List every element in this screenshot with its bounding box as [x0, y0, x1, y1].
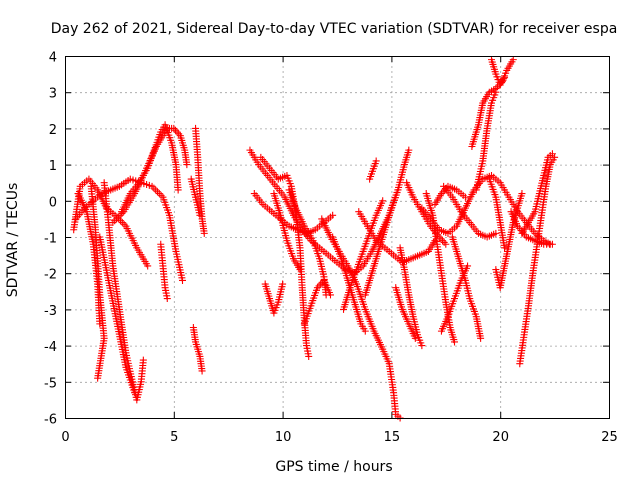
data-point: [179, 276, 187, 284]
data-point: [451, 338, 459, 346]
data-point: [405, 146, 413, 154]
data-point: [118, 219, 126, 227]
series-track-t17: [261, 280, 287, 317]
y-tick-label: 0: [49, 195, 57, 210]
series-track-t8: [118, 121, 182, 216]
data-point: [379, 197, 387, 205]
data-point: [196, 211, 204, 219]
data-point: [439, 237, 447, 245]
series-track-t20: [318, 215, 404, 422]
series-track-t23: [361, 186, 402, 299]
data-point: [94, 374, 102, 382]
data-point: [548, 240, 556, 248]
data-point: [198, 367, 206, 375]
y-tick-label: -4: [44, 340, 57, 355]
data-point: [394, 186, 402, 194]
data-point: [279, 280, 287, 288]
data-point: [440, 238, 448, 246]
data-point: [326, 291, 334, 299]
data-point: [501, 244, 509, 252]
data-point: [551, 153, 559, 161]
series-track-t6: [96, 233, 139, 397]
data-point: [501, 74, 509, 82]
data-point: [418, 342, 426, 350]
series-track-t34: [431, 182, 469, 208]
plot-frame: [65, 56, 610, 419]
data-point: [477, 334, 485, 342]
y-tick-label: 4: [49, 51, 57, 66]
data-point: [372, 157, 380, 165]
data-point: [431, 237, 439, 245]
y-tick-label: -5: [44, 376, 57, 391]
data-point: [518, 190, 526, 198]
series-track-t15: [257, 153, 313, 360]
data-point: [548, 150, 556, 158]
series-track-t25: [366, 157, 380, 183]
x-tick-label: 10: [275, 430, 292, 445]
series-track-t39: [485, 175, 509, 252]
x-tick-label: 25: [601, 430, 618, 445]
data-point: [200, 229, 208, 237]
series-track-t40: [516, 153, 559, 368]
x-tick-label: 5: [170, 430, 178, 445]
series-track-t4: [87, 182, 108, 382]
data-point: [411, 334, 419, 342]
data-point: [152, 186, 160, 194]
y-tick-label: -1: [44, 232, 57, 247]
y-tick-label: -2: [44, 268, 57, 283]
data-point: [305, 352, 313, 360]
data-point: [139, 356, 147, 364]
data-point: [120, 220, 128, 228]
data-point: [183, 161, 191, 169]
data-point: [131, 389, 139, 397]
data-point: [442, 240, 450, 248]
series-track-t18: [285, 186, 330, 299]
series-track-t36: [487, 56, 509, 89]
series-track-t19: [300, 276, 334, 328]
data-point: [492, 88, 500, 96]
data-point: [509, 56, 517, 64]
y-tick-label: 1: [49, 159, 57, 174]
series-track-t12: [189, 324, 206, 375]
data-point: [174, 186, 182, 194]
series-track-t37: [472, 88, 500, 194]
series-track-t10: [192, 124, 208, 237]
data-point: [173, 128, 181, 136]
y-tick-label: -3: [44, 304, 57, 319]
series-track-t11: [187, 175, 204, 219]
series-track-t9: [157, 240, 171, 303]
y-axis-label: SDTVAR / TECUs: [5, 183, 21, 298]
chart-title: Day 262 of 2021, Sidereal Day-to-day VTE…: [51, 21, 618, 37]
data-point: [329, 211, 337, 219]
grid-lines: [65, 56, 609, 418]
data-point: [171, 126, 179, 134]
data-point: [461, 193, 469, 201]
series-track-t16: [270, 190, 304, 274]
y-tick-label: 2: [49, 123, 57, 138]
data-point: [361, 327, 369, 335]
series-track-t27: [392, 284, 419, 342]
data-point: [492, 229, 500, 237]
data-point: [296, 266, 304, 274]
series-track-t30: [422, 190, 459, 346]
x-axis-label: GPS time / hours: [275, 459, 392, 475]
data-point: [144, 262, 152, 270]
data-point: [153, 188, 161, 196]
data-point: [155, 190, 163, 198]
x-tick-label: 15: [384, 430, 401, 445]
series-track-t33: [448, 233, 485, 342]
data-point: [163, 295, 171, 303]
series-track-t2: [72, 175, 187, 284]
x-tick-label: 0: [61, 430, 69, 445]
y-tick-label: 3: [49, 87, 57, 102]
series-track-t24: [340, 197, 387, 313]
x-tick-label: 20: [492, 430, 509, 445]
series-track-t42: [507, 208, 556, 248]
y-tick-label: -6: [44, 413, 57, 428]
data-points: [70, 56, 559, 422]
data-point: [464, 262, 472, 270]
series-track-t26: [396, 244, 426, 350]
